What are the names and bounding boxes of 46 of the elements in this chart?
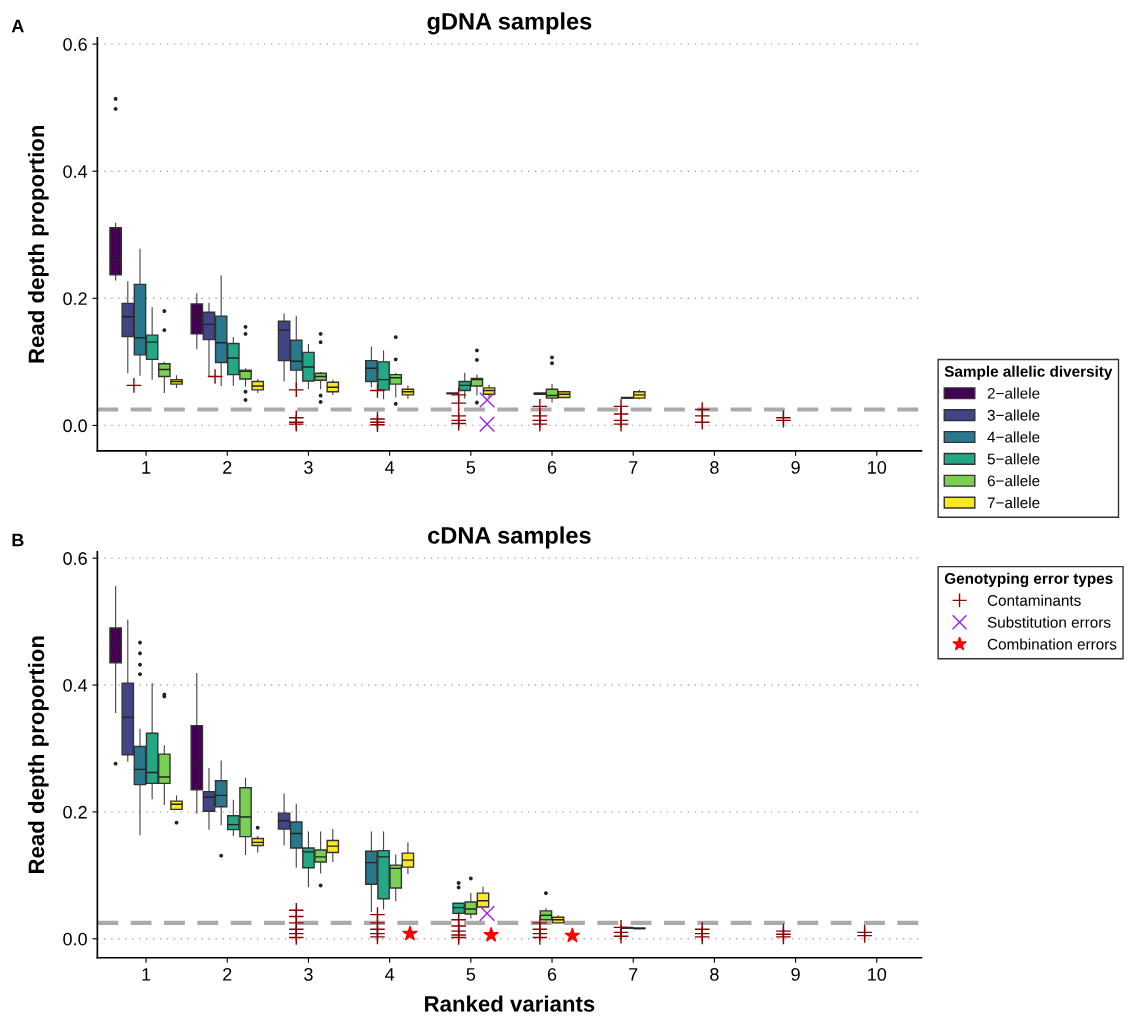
chart-title: cDNA samples <box>428 526 591 549</box>
x-tick-label: 1 <box>142 968 151 981</box>
category-label: 9 <box>791 461 800 474</box>
legend-label: Combination errors <box>987 638 1117 650</box>
legend-label: Substitution errors <box>987 616 1111 628</box>
y-tick-label: 0.6 <box>63 552 87 565</box>
category-label: 7 <box>629 461 638 474</box>
legend-title: Sample allelic diversity <box>944 365 1113 380</box>
legend-label: 3−allele <box>987 409 1040 421</box>
x-tick-label: 2 <box>223 967 232 981</box>
y-tick-label: 0.0 <box>63 419 87 433</box>
x-tick-label: 4 <box>385 968 395 981</box>
x-tick-label: 7 <box>629 968 638 981</box>
category-label: 6 <box>547 461 557 474</box>
legend-label: 7−allele <box>987 496 1040 509</box>
category-label: 3 <box>304 461 313 474</box>
legend-label: 2−allele <box>987 387 1040 399</box>
y-tick-label: 0.2 <box>63 292 87 306</box>
text: A <box>11 19 24 33</box>
legend-title: Genotyping error types <box>944 572 1113 588</box>
category-label: 8 <box>710 461 719 474</box>
y-axis-title: Read depth proportion <box>27 125 49 363</box>
x-tick-label: 9 <box>791 967 800 981</box>
y-tick-label: 0.2 <box>63 805 87 819</box>
legend-label: 5−allele <box>987 453 1040 465</box>
chart-title: gDNA samples <box>427 12 592 35</box>
category-label: 10 <box>868 461 887 474</box>
category-label: 2 <box>223 461 232 474</box>
y-tick-label: 0.4 <box>63 165 88 178</box>
category-label: 1 <box>142 461 151 474</box>
y-tick-label: 0.6 <box>63 38 87 51</box>
x-tick-label: 5 <box>466 968 476 981</box>
x-tick-label: 6 <box>547 967 557 981</box>
x-tick-label: 3 <box>304 967 313 981</box>
y-tick-label: 0.4 <box>63 678 88 692</box>
category-label: 4 <box>385 461 395 474</box>
legend-label: 6−allele <box>987 475 1040 487</box>
text: B <box>12 533 24 547</box>
y-tick-label: 0.0 <box>63 932 87 946</box>
legend-label: 4−allele <box>987 431 1040 443</box>
category-label: 5 <box>466 461 476 474</box>
y-axis-title: Read depth proportion <box>27 636 49 874</box>
legend-label: Contaminants <box>987 594 1081 606</box>
x-axis-title: Ranked variants <box>425 995 595 1012</box>
x-tick-label: 8 <box>710 967 719 981</box>
x-tick-label: 10 <box>868 967 887 981</box>
